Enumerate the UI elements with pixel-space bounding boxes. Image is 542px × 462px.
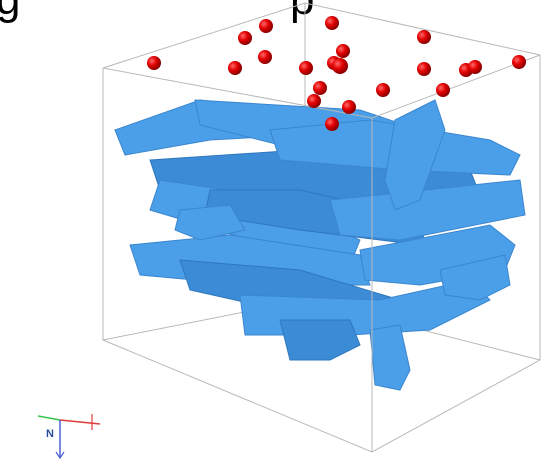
axes-triad: N (38, 414, 100, 458)
axis-label: N (46, 428, 54, 440)
screenshot: g p (0, 0, 542, 462)
porous-structure (115, 100, 525, 390)
render-view: g p (0, 0, 542, 462)
caption-fragment: g (0, 0, 20, 24)
